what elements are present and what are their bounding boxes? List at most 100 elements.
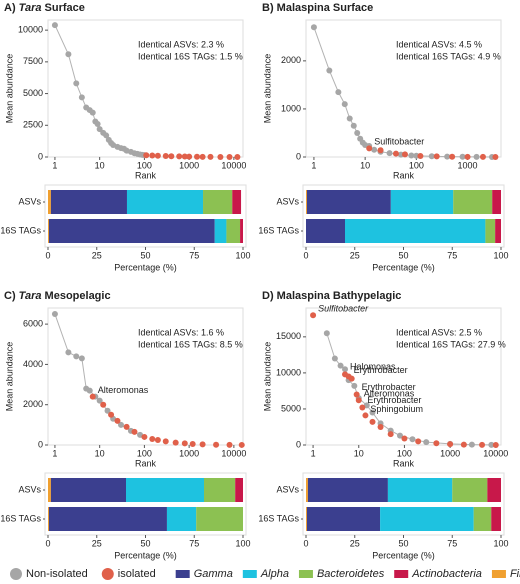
x-tick-label: 1: [52, 448, 57, 458]
point: [168, 153, 175, 160]
x-tick-label: 10: [95, 448, 105, 458]
x-tick-label: 25: [350, 538, 360, 548]
annotation: Erythrobacter: [362, 382, 416, 392]
point: [341, 101, 348, 108]
bar-segment: [485, 219, 496, 243]
y-axis-label: Mean abundance: [262, 342, 272, 412]
point: [449, 153, 456, 160]
title-part: D) Malaspina Bathypelagic: [262, 290, 401, 302]
title-part: Tara: [19, 2, 42, 14]
x-axis-label: Percentage (%): [372, 262, 435, 272]
bar-segment: [380, 507, 474, 531]
x-tick-label: 50: [140, 250, 150, 260]
point: [104, 407, 111, 414]
rank-line: [54, 313, 141, 436]
point: [114, 417, 121, 424]
plot-frame: [305, 307, 502, 446]
x-tick-label: 100: [137, 448, 152, 458]
y-axis-label: Mean abundance: [4, 342, 14, 412]
point: [479, 441, 486, 448]
point: [213, 441, 220, 448]
point: [73, 80, 80, 87]
bar-segment: [50, 478, 126, 502]
bar-segment: [235, 478, 243, 502]
point: [346, 115, 353, 122]
y-tick-label: 2000: [23, 399, 43, 409]
x-tick-label: 0: [45, 538, 50, 548]
point: [176, 153, 183, 160]
point: [417, 152, 424, 159]
legend-label: Alpha: [260, 568, 289, 580]
panel-title: A) Tara Surface: [4, 2, 85, 14]
point: [363, 402, 370, 409]
bar-segment: [204, 478, 236, 502]
point: [96, 397, 103, 404]
x-tick-label: 0: [45, 250, 50, 260]
bar-segment: [306, 478, 308, 502]
stats-text: Identical 16S TAGs: 27.9 %: [396, 339, 506, 349]
point: [141, 433, 148, 440]
plot-frame: [305, 19, 502, 158]
y-tick-label: ASVs: [18, 196, 41, 206]
point: [103, 132, 110, 139]
panel-title: D) Malaspina Bathypelagic: [262, 290, 401, 302]
point: [226, 441, 233, 448]
y-axis-label: Mean abundance: [4, 54, 14, 124]
point: [408, 152, 415, 159]
title-part: Tara: [19, 290, 42, 302]
point: [100, 401, 107, 408]
y-tick-label: 1000: [281, 103, 301, 113]
point: [433, 440, 440, 447]
x-tick-label: 25: [92, 250, 102, 260]
x-axis-label: Rank: [393, 458, 415, 468]
point: [473, 153, 480, 160]
point: [326, 67, 333, 74]
point: [460, 441, 467, 448]
x-tick-label: 100: [137, 160, 152, 170]
point: [433, 153, 440, 160]
bar-segment: [48, 478, 51, 502]
annotation: Sulfitobacter: [318, 304, 369, 314]
x-tick-label: 50: [140, 538, 150, 548]
point: [366, 145, 373, 152]
x-axis-label: Percentage (%): [114, 550, 177, 560]
x-axis-label: Percentage (%): [372, 550, 435, 560]
bar-segment: [473, 507, 492, 531]
x-tick-label: 100: [235, 538, 250, 548]
y-tick-label: 10000: [276, 367, 301, 377]
point: [459, 153, 466, 160]
point: [492, 441, 499, 448]
annotation: Halomonas: [350, 362, 396, 372]
legend-label: isolated: [118, 568, 156, 580]
legend-swatch: [10, 568, 22, 580]
point: [371, 146, 378, 153]
point: [369, 418, 376, 425]
legend-swatch: [101, 568, 114, 580]
stats-text: Identical ASVs: 4.5 %: [396, 39, 482, 49]
legend-label: Non-isolated: [26, 568, 88, 580]
stats-text: Identical 16S TAGs: 1.5 %: [138, 51, 243, 61]
panel-title: C) Tara Mesopelagic: [4, 290, 111, 302]
point: [234, 153, 241, 160]
y-tick-label: 16S TAGs: [258, 513, 299, 523]
bar-segment: [452, 478, 488, 502]
legend-swatch: [394, 570, 409, 578]
x-tick-label: 100: [235, 250, 250, 260]
x-axis-label: Rank: [393, 170, 415, 180]
point: [377, 147, 384, 154]
point: [51, 22, 58, 29]
point: [355, 397, 362, 404]
x-axis-label: Rank: [135, 170, 157, 180]
annotation: Alteromonas: [364, 389, 415, 399]
point: [238, 441, 245, 448]
x-tick-label: 75: [189, 250, 199, 260]
bar-segment: [203, 190, 233, 214]
bar-segment: [495, 219, 501, 243]
y-tick-label: 16S TAGs: [0, 513, 41, 523]
x-tick-label: 50: [398, 250, 408, 260]
point: [226, 153, 233, 160]
bar-segment: [491, 507, 501, 531]
x-tick-label: 75: [447, 538, 457, 548]
point: [162, 152, 169, 159]
